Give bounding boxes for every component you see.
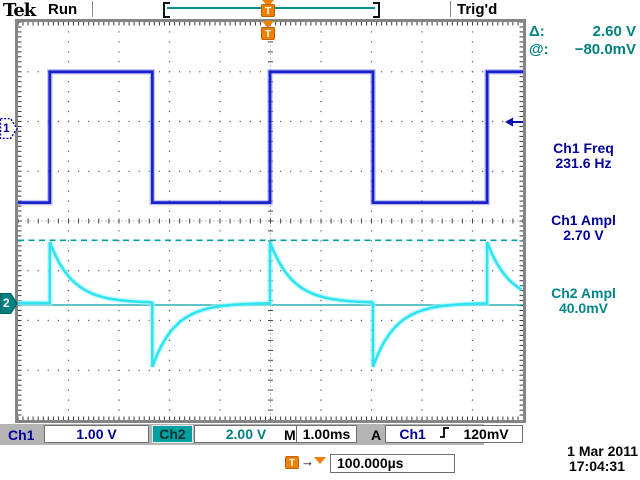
trigger-point-flag-icon: T <box>261 27 275 40</box>
acquisition-state: Run <box>48 1 78 18</box>
measurement-value: 2.70 V <box>563 227 604 243</box>
topbar-divider <box>450 1 451 17</box>
trigger-source: Ch1 <box>399 426 426 442</box>
measurement-ch1-ampl: Ch1 Ampl 2.70 V <box>527 213 640 243</box>
timebase-label: M <box>284 427 296 443</box>
ch1-marker-label: 1 <box>3 121 10 135</box>
ch1-ground-marker: 1 <box>0 117 18 140</box>
measurement-value: 40.0mV <box>558 300 609 316</box>
measurement-label: Ch1 Ampl <box>551 212 616 228</box>
cursor-delta-readout: Δ: 2.60 V <box>529 23 636 40</box>
cursor-at-label: @: <box>529 41 549 58</box>
trigger-type-label: A <box>371 427 382 443</box>
ch2-label: Ch2 <box>152 425 193 443</box>
ch2-ground-marker: 2 <box>0 292 18 315</box>
date-text: 1 Mar 2011 <box>567 443 638 459</box>
delay-arrow-icon: → <box>301 454 314 469</box>
trigger-readout: Ch1 120mV <box>385 425 523 443</box>
cursor-delta-value: 2.60 V <box>592 23 636 40</box>
trigger-position-pointer-icon <box>262 0 274 7</box>
record-view-left-bracket <box>163 2 170 18</box>
measurement-ch2-ampl: Ch2 Ampl 40.0mV <box>527 286 640 316</box>
delay-trigger-flag-icon: T <box>285 456 299 469</box>
tek-logo: Tek <box>3 0 36 21</box>
timebase-readout: 1.00ms <box>296 425 357 443</box>
record-view-right-bracket <box>373 2 380 18</box>
cursor-at-readout: @: −80.0mV <box>529 41 636 58</box>
measurement-ch1-freq: Ch1 Freq 231.6 Hz <box>527 141 640 171</box>
ch2-marker-label: 2 <box>3 296 10 310</box>
time-text: 17:04:31 <box>568 458 625 474</box>
trigger-status: Trig'd <box>457 1 498 18</box>
measurement-value: 231.6 Hz <box>555 155 612 171</box>
trigger-point-pointer-icon <box>262 21 274 28</box>
datetime: 1 Mar 2011 17:04:31 <box>567 444 638 474</box>
topbar-divider <box>92 1 93 17</box>
ch1-label: Ch1 <box>8 427 35 443</box>
delay-time-readout: 100.000µs <box>330 454 455 473</box>
rising-edge-icon <box>439 426 450 442</box>
trigger-level: 120mV <box>463 426 509 442</box>
cursor-at-value: −80.0mV <box>574 41 636 58</box>
waveform-display <box>17 21 524 421</box>
delay-pointer-icon <box>314 457 326 464</box>
ch1-scale-readout: 1.00 V <box>44 425 149 443</box>
ch2-scale-readout: 2.00 V <box>194 425 298 443</box>
cursor-delta-label: Δ: <box>529 23 545 40</box>
trigger-position-flag-icon: T <box>261 4 275 17</box>
measurement-label: Ch1 Freq <box>553 140 614 156</box>
graticule-panel <box>15 19 526 423</box>
measurement-label: Ch2 Ampl <box>551 285 616 301</box>
